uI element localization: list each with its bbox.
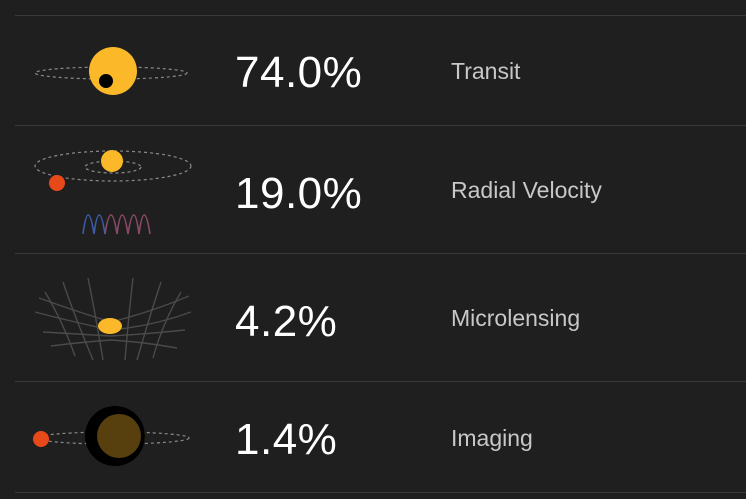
method-percent: 74.0% [235, 48, 363, 97]
method-label: Radial Velocity [451, 177, 602, 203]
transit-icon [33, 44, 193, 99]
method-percent: 4.2% [235, 297, 338, 346]
method-row-radial-velocity: 19.0% Radial Velocity [15, 125, 746, 254]
microlensing-icon [33, 272, 193, 362]
imaging-icon [33, 404, 193, 472]
method-label: Transit [451, 58, 521, 84]
radial-velocity-icon [33, 136, 193, 241]
method-label: Microlensing [451, 305, 581, 331]
method-row-transit: 74.0% Transit [15, 15, 746, 126]
method-row-imaging: 1.4% Imaging [15, 381, 746, 493]
method-label: Imaging [451, 425, 533, 451]
method-percent: 19.0% [235, 169, 363, 218]
bottom-divider [15, 492, 746, 493]
method-percent: 1.4% [235, 415, 338, 464]
method-row-microlensing: 4.2% Microlensing [15, 253, 746, 382]
